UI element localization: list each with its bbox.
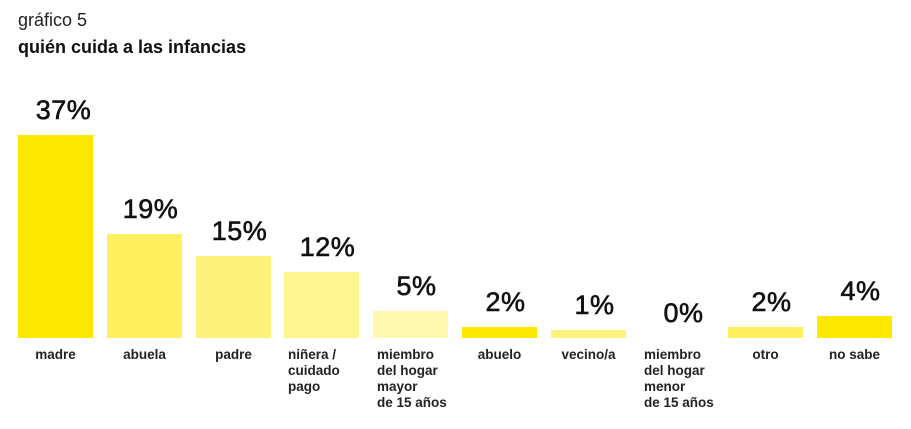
bar-value-label: 4%	[840, 276, 881, 307]
category-label: miembro del hogar menor de 15 años	[644, 347, 714, 410]
bar	[284, 272, 359, 338]
category-label: otro	[752, 347, 779, 362]
bar-value-label: 1%	[574, 290, 615, 321]
bar	[817, 316, 892, 338]
bar	[462, 327, 537, 338]
bar	[107, 234, 182, 338]
category-label: no sabe	[828, 347, 880, 362]
bar	[18, 135, 93, 338]
bar-value-label: 2%	[485, 287, 526, 318]
bar-value-label: 5%	[396, 271, 437, 302]
category-label: miembro del hogar mayor de 15 años	[377, 347, 447, 410]
category-label: niñera / cuidado pago	[288, 347, 340, 394]
bar	[373, 311, 448, 338]
bar-value-label: 2%	[751, 287, 792, 318]
bar	[728, 327, 803, 338]
chart-subtitle: gráfico 5	[18, 10, 88, 30]
category-label: vecino/a	[561, 347, 616, 362]
category-label: abuelo	[477, 347, 522, 362]
category-label: madre	[35, 347, 76, 362]
bar-value-label: 19%	[122, 194, 179, 225]
bar	[551, 330, 626, 338]
bar-value-label: 37%	[35, 95, 92, 126]
bar-value-label: 12%	[299, 232, 356, 263]
chart-title: quién cuida a las infancias	[18, 37, 247, 57]
category-label: abuela	[123, 347, 166, 362]
category-label: padre	[215, 347, 252, 362]
bar-value-label: 0%	[663, 298, 704, 329]
bar-value-label: 15%	[211, 216, 268, 247]
bar	[196, 256, 271, 338]
